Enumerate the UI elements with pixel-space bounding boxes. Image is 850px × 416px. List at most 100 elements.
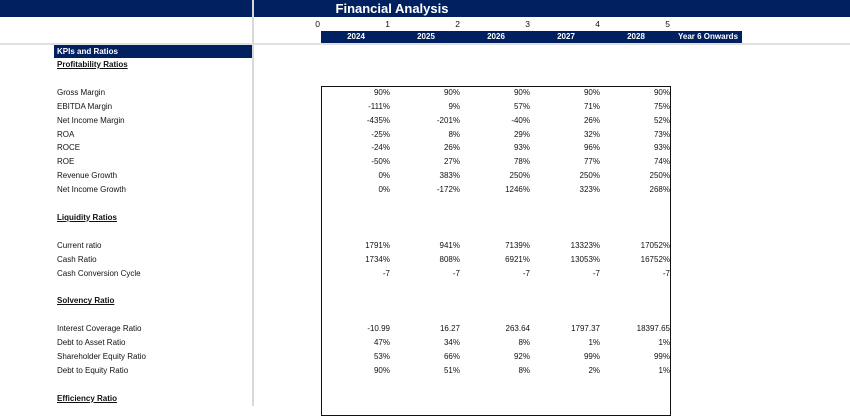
period-index: 0 (315, 19, 320, 29)
cell-value: 34% (443, 338, 460, 347)
cell-value: 47% (373, 338, 390, 347)
cell-value: 13323% (570, 240, 600, 250)
cell-value: 268% (649, 185, 670, 195)
year-header: 2025 (417, 32, 435, 41)
period-index: 5 (665, 19, 670, 29)
cell-value: 1734% (365, 254, 390, 264)
cell-value: 250% (509, 171, 530, 181)
year-header-bar (321, 31, 742, 43)
cell-value: 90% (653, 87, 670, 97)
row-label: Net Income Margin (57, 115, 125, 125)
cell-value: 99% (653, 351, 670, 361)
cell-value: 99% (583, 351, 600, 361)
cell-value: 96% (583, 143, 600, 153)
cell-value: -7 (592, 268, 600, 278)
cell-value: -7 (382, 268, 390, 278)
cell-value: -172% (436, 185, 460, 195)
section-header: KPIs and Ratios (54, 45, 252, 58)
cell-value: -7 (522, 268, 530, 278)
group-title: Liquidity Ratios (57, 212, 117, 222)
row-label: EBITDA Margin (57, 101, 113, 111)
cell-value: 250% (649, 171, 670, 181)
cell-value: 8% (448, 129, 460, 139)
cell-value: 16752% (640, 254, 670, 264)
cell-value: 8% (518, 365, 530, 375)
cell-value: 26% (443, 143, 460, 153)
cell-value: -201% (436, 115, 460, 125)
cell-value: -111% (368, 101, 390, 111)
column-divider (252, 0, 254, 406)
group-title: Solvency Ratio (57, 296, 115, 306)
cell-value: 93% (513, 143, 530, 153)
period-index: 2 (455, 19, 460, 29)
cell-value: 78% (513, 157, 530, 167)
cell-value: -10.99 (367, 324, 390, 334)
year-header: 2026 (487, 32, 505, 41)
cell-value: 941% (439, 240, 460, 250)
cell-value: 8% (518, 338, 530, 347)
row-label: Cash Conversion Cycle (57, 268, 141, 278)
cell-value: 53% (373, 351, 390, 361)
cell-value: 27% (443, 157, 460, 167)
cell-value: 6921% (505, 254, 530, 264)
cell-value: 26% (583, 115, 600, 125)
cell-value: -435% (366, 115, 390, 125)
cell-value: 29% (513, 129, 530, 139)
row-label: Interest Coverage Ratio (57, 324, 142, 334)
page-title: Financial Analysis (335, 1, 449, 16)
row-label: Cash Ratio (57, 254, 97, 264)
cell-value: 57% (513, 101, 530, 111)
cell-value: 0% (378, 185, 390, 195)
cell-value: 74% (653, 157, 670, 167)
cell-value: 1791% (365, 240, 390, 250)
cell-value: 1797.37 (571, 324, 600, 334)
row-label: Shareholder Equity Ratio (57, 351, 146, 361)
row-label: Current ratio (57, 240, 102, 250)
row-label: Net Income Growth (57, 185, 126, 195)
cell-value: -50% (371, 157, 390, 167)
year-header: 2028 (627, 32, 645, 41)
cell-value: 9% (448, 101, 460, 111)
row-label: ROCE (57, 143, 81, 153)
period-index: 1 (385, 19, 390, 29)
row-label: Debt to Equity Ratio (57, 365, 129, 375)
cell-value: 383% (439, 171, 460, 181)
header-bar (0, 0, 850, 17)
cell-value: 250% (579, 171, 600, 181)
cell-value: 90% (513, 87, 530, 97)
cell-value: 323% (579, 185, 600, 195)
row-label: Gross Margin (57, 87, 106, 97)
cell-value: 1246% (505, 185, 530, 195)
cell-value: 13053% (570, 254, 600, 264)
cell-value: 90% (443, 87, 460, 97)
group-title: Efficiency Ratio (57, 393, 118, 403)
period-index: 3 (525, 19, 530, 29)
cell-value: 93% (653, 143, 670, 153)
year-header: 2027 (557, 32, 575, 41)
cell-value: 7139% (505, 240, 530, 250)
cell-value: 90% (373, 87, 390, 97)
cell-value: 0% (378, 171, 390, 181)
cell-value: 90% (373, 365, 390, 375)
cell-value: -24% (371, 143, 390, 153)
cell-value: 52% (653, 115, 670, 125)
row-label: Revenue Growth (57, 171, 118, 181)
cell-value: 16.27 (439, 324, 460, 334)
cell-value: 90% (583, 87, 600, 97)
cell-value: 1% (658, 365, 670, 375)
cell-value: 808% (439, 254, 460, 264)
cell-value: -40% (511, 115, 530, 125)
cell-value: 263.64 (505, 324, 530, 334)
group-title: Profitability Ratios (57, 60, 128, 69)
cell-value: 92% (513, 351, 530, 361)
cell-value: -7 (452, 268, 460, 278)
row-label: ROA (57, 129, 75, 139)
row-label: ROE (57, 157, 75, 167)
cell-value: 32% (583, 129, 600, 139)
row-divider (0, 43, 850, 45)
year-header: Year 6 Onwards (677, 32, 739, 41)
cell-value: 75% (653, 101, 670, 111)
cell-value: 1% (658, 338, 670, 347)
cell-value: -7 (662, 268, 670, 278)
cell-value: 66% (443, 351, 460, 361)
